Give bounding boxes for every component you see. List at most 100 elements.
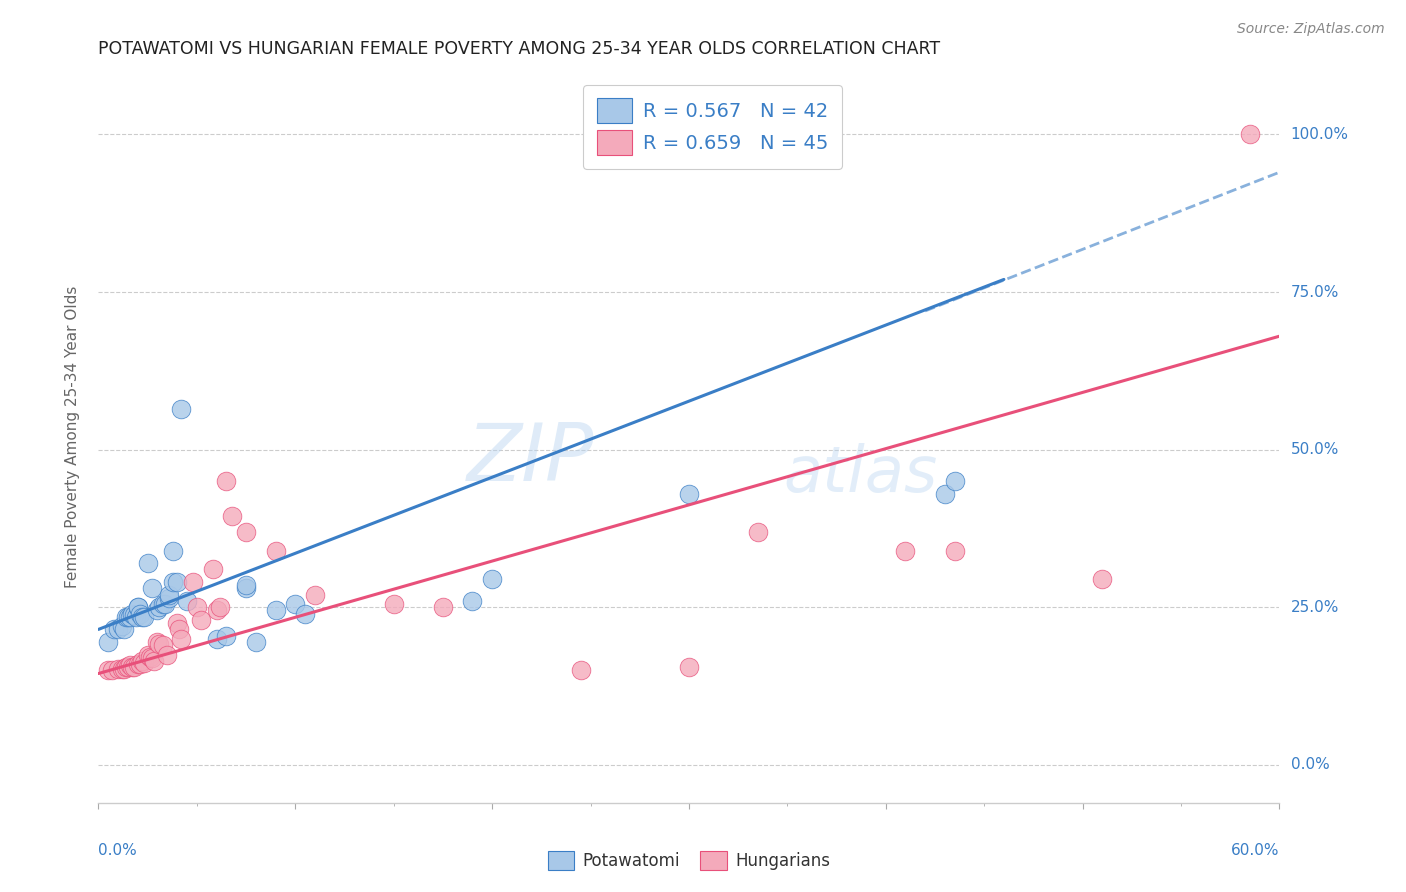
Point [170,632,193,646]
Point [304,588,326,602]
Text: atlas: atlas [783,442,938,505]
Text: 50.0%: 50.0% [1291,442,1339,458]
Point [122,607,145,622]
Point [221,508,243,523]
Point [132,609,155,624]
Point [125,609,148,624]
Point [215,474,238,488]
Point [205,603,228,617]
Point [1239,128,1261,142]
Point [141,650,163,665]
Point [118,609,141,624]
Point [157,591,180,605]
Point [157,588,180,602]
Point [481,572,503,586]
Text: POTAWATOMI VS HUNGARIAN FEMALE POVERTY AMONG 25-34 YEAR OLDS CORRELATION CHART: POTAWATOMI VS HUNGARIAN FEMALE POVERTY A… [98,40,941,58]
Point [141,582,163,596]
Point [284,597,307,611]
Point [294,607,316,621]
Point [121,607,143,621]
Point [170,401,193,416]
Point [131,654,153,668]
Point [128,657,150,671]
Point [678,487,700,501]
Point [117,660,139,674]
Point [162,543,184,558]
Y-axis label: Female Poverty Among 25-34 Year Olds: Female Poverty Among 25-34 Year Olds [65,286,80,588]
Point [382,597,405,611]
Point [107,662,129,676]
Point [128,607,150,621]
Point [152,638,174,652]
Point [678,660,700,674]
Point [155,597,177,611]
Point [186,600,208,615]
Point [176,594,198,608]
Point [121,660,143,674]
Point [166,616,188,631]
Point [148,600,170,615]
Point [146,635,169,649]
Point [235,578,257,592]
Text: 100.0%: 100.0% [1291,127,1348,142]
Point [181,575,204,590]
Point [167,623,190,637]
Point [97,635,120,649]
Point [112,623,135,637]
Text: 0.0%: 0.0% [1291,757,1329,772]
Point [97,664,120,678]
Point [103,623,125,637]
Point [934,487,956,501]
Point [1091,572,1114,586]
Point [461,594,484,608]
Point [264,603,287,617]
Text: 0.0%: 0.0% [98,843,138,858]
Text: 75.0%: 75.0% [1291,285,1339,300]
Text: 60.0%: 60.0% [1232,843,1279,858]
Point [111,619,134,633]
Point [111,662,134,676]
Point [747,524,769,539]
Text: 25.0%: 25.0% [1291,599,1339,615]
Point [115,609,138,624]
Point [136,648,159,662]
Point [943,474,966,488]
Point [117,609,139,624]
Point [209,600,232,615]
Legend: Potawatomi, Hungarians: Potawatomi, Hungarians [540,843,838,879]
Point [235,524,257,539]
Point [205,632,228,646]
Point [142,654,165,668]
Point [138,649,160,664]
Point [432,600,454,615]
Point [943,543,966,558]
Point [201,562,224,576]
Text: Source: ZipAtlas.com: Source: ZipAtlas.com [1237,22,1385,37]
Point [127,600,149,615]
Point [156,648,179,662]
Point [101,664,124,678]
Point [264,543,287,558]
Point [107,623,129,637]
Text: ZIP: ZIP [467,420,595,498]
Point [146,603,169,617]
Point [131,609,153,624]
Point [152,597,174,611]
Point [166,575,188,590]
Point [190,613,212,627]
Point [162,575,184,590]
Point [132,656,155,670]
Point [136,556,159,570]
Point [115,660,138,674]
Point [118,658,141,673]
Point [122,660,145,674]
Point [569,664,592,678]
Point [127,600,149,615]
Point [215,629,238,643]
Point [235,582,257,596]
Point [127,657,149,671]
Point [894,543,917,558]
Point [245,635,267,649]
Point [148,637,170,651]
Point [112,662,135,676]
